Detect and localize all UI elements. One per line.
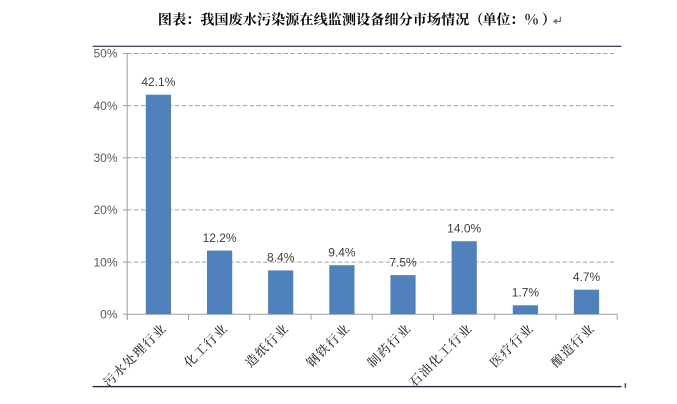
svg-text:20%: 20% [93, 203, 117, 217]
svg-text:40%: 40% [93, 99, 117, 113]
svg-text:42.1%: 42.1% [141, 75, 175, 89]
svg-text:0%: 0% [100, 307, 118, 321]
svg-text:50%: 50% [93, 47, 117, 61]
svg-text:9.4%: 9.4% [328, 245, 356, 259]
svg-text:8.4%: 8.4% [267, 251, 295, 265]
svg-text:1.7%: 1.7% [512, 286, 540, 300]
svg-text:30%: 30% [93, 151, 117, 165]
svg-text:12.2%: 12.2% [203, 231, 237, 245]
svg-text:4.7%: 4.7% [573, 270, 601, 284]
svg-text:7.5%: 7.5% [389, 255, 417, 269]
svg-text:10%: 10% [93, 255, 117, 269]
svg-text:14.0%: 14.0% [447, 221, 481, 235]
